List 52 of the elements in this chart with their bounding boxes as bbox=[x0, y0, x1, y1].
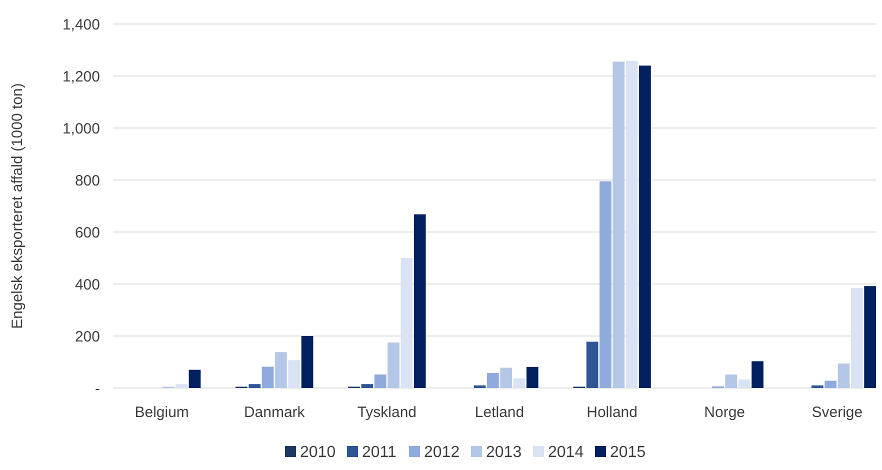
bar bbox=[513, 378, 526, 388]
bar bbox=[639, 66, 651, 388]
legend-label: 2011 bbox=[362, 444, 397, 461]
x-tick-label: Belgium bbox=[134, 404, 189, 421]
bar bbox=[850, 288, 863, 388]
bar bbox=[586, 342, 598, 388]
bar bbox=[188, 370, 201, 388]
x-tick-label: Letland bbox=[474, 404, 524, 421]
bar bbox=[301, 336, 314, 388]
x-tick-label: Tyskland bbox=[357, 404, 417, 421]
bar bbox=[838, 364, 850, 388]
x-tick-label: Danmark bbox=[244, 404, 306, 421]
bar bbox=[176, 384, 188, 388]
bar bbox=[600, 181, 612, 388]
bar bbox=[752, 361, 764, 388]
y-tick-label: - bbox=[95, 380, 100, 398]
bar bbox=[500, 368, 512, 388]
y-tick-label: 800 bbox=[74, 172, 100, 190]
x-tick-label: Norge bbox=[704, 404, 746, 421]
y-tick-label: 1,200 bbox=[62, 68, 100, 86]
bar bbox=[626, 60, 638, 388]
legend-label: 2012 bbox=[424, 444, 460, 461]
y-tick-label: 1,000 bbox=[62, 120, 100, 138]
bar bbox=[248, 384, 261, 388]
bar bbox=[388, 342, 400, 388]
bar bbox=[612, 62, 625, 388]
bar bbox=[725, 374, 738, 388]
bar bbox=[414, 214, 426, 388]
bar bbox=[738, 379, 750, 388]
bar bbox=[864, 286, 876, 388]
y-tick-label: 200 bbox=[74, 328, 100, 346]
x-tick-label: Holland bbox=[586, 404, 638, 421]
y-tick-label: 1,400 bbox=[62, 16, 100, 34]
bar bbox=[526, 366, 538, 388]
bar bbox=[361, 384, 374, 388]
legend-label: 2013 bbox=[486, 444, 522, 461]
bar bbox=[275, 352, 287, 388]
bar bbox=[400, 258, 413, 388]
legend-label: 2010 bbox=[300, 444, 336, 461]
bar bbox=[374, 374, 386, 388]
legend-label: 2014 bbox=[548, 444, 584, 461]
bar bbox=[288, 360, 300, 388]
bar bbox=[486, 372, 499, 388]
y-axis-title: Engelsk eksporteret affald (1000 ton) bbox=[9, 83, 26, 329]
x-tick-label: Sverige bbox=[812, 404, 863, 421]
bar bbox=[262, 366, 274, 388]
legend-label: 2015 bbox=[610, 444, 646, 461]
bar bbox=[812, 385, 824, 388]
bar bbox=[824, 380, 837, 388]
y-tick-label: 600 bbox=[74, 224, 100, 242]
bar bbox=[474, 385, 486, 388]
y-tick-label: 400 bbox=[74, 276, 100, 294]
